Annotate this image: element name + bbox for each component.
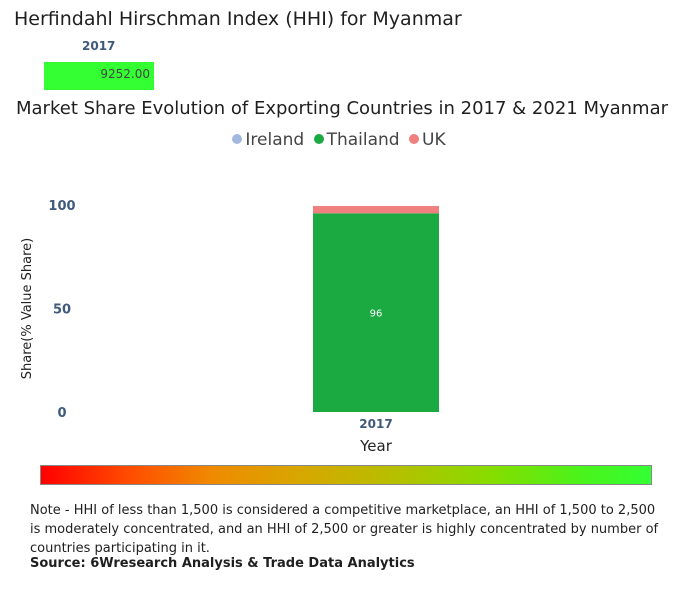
bar-thailand	[313, 213, 439, 412]
legend-item-ireland: Ireland	[232, 130, 304, 150]
data-label-thailand: 96	[370, 309, 383, 320]
note-text: Note - HHI of less than 1,500 is conside…	[30, 503, 659, 556]
x-tick-label: 2017	[359, 417, 392, 431]
hhi-bar: 9252.00	[44, 62, 154, 90]
hhi-year-label: 2017	[82, 39, 116, 53]
y-tick-label: 100	[48, 199, 75, 214]
legend-dot-thailand	[313, 134, 324, 144]
chart-title: Market Share Evolution of Exporting Coun…	[16, 98, 669, 119]
legend-dot-ireland	[232, 134, 243, 144]
bar-uk	[313, 206, 439, 214]
legend-label-thailand: Thailand	[326, 130, 400, 150]
hhi-value-label: 9252.00	[100, 67, 150, 81]
y-tick-label: 0	[57, 406, 66, 421]
y-axis-label: Share(% Value Share)	[20, 238, 35, 380]
legend-label-uk: UK	[422, 130, 446, 150]
y-tick-label: 50	[53, 303, 71, 318]
legend-dot-uk	[409, 134, 420, 144]
hhi-title: Herfindahl Hirschman Index (HHI) for Mya…	[14, 8, 462, 30]
legend-item-thailand: Thailand	[313, 130, 400, 150]
hhi-color-scale	[40, 465, 652, 485]
legend-label-ireland: Ireland	[245, 130, 305, 150]
source-text: Source: 6Wresearch Analysis & Trade Data…	[30, 556, 415, 571]
x-axis-label: Year	[359, 437, 393, 455]
legend-item-uk: UK	[409, 130, 446, 150]
stacked-bar-chart: 0 50 100 Share(% Value Share) 96 2017 Year	[20, 199, 439, 455]
chart-legend: Ireland Thailand UK	[0, 130, 678, 150]
